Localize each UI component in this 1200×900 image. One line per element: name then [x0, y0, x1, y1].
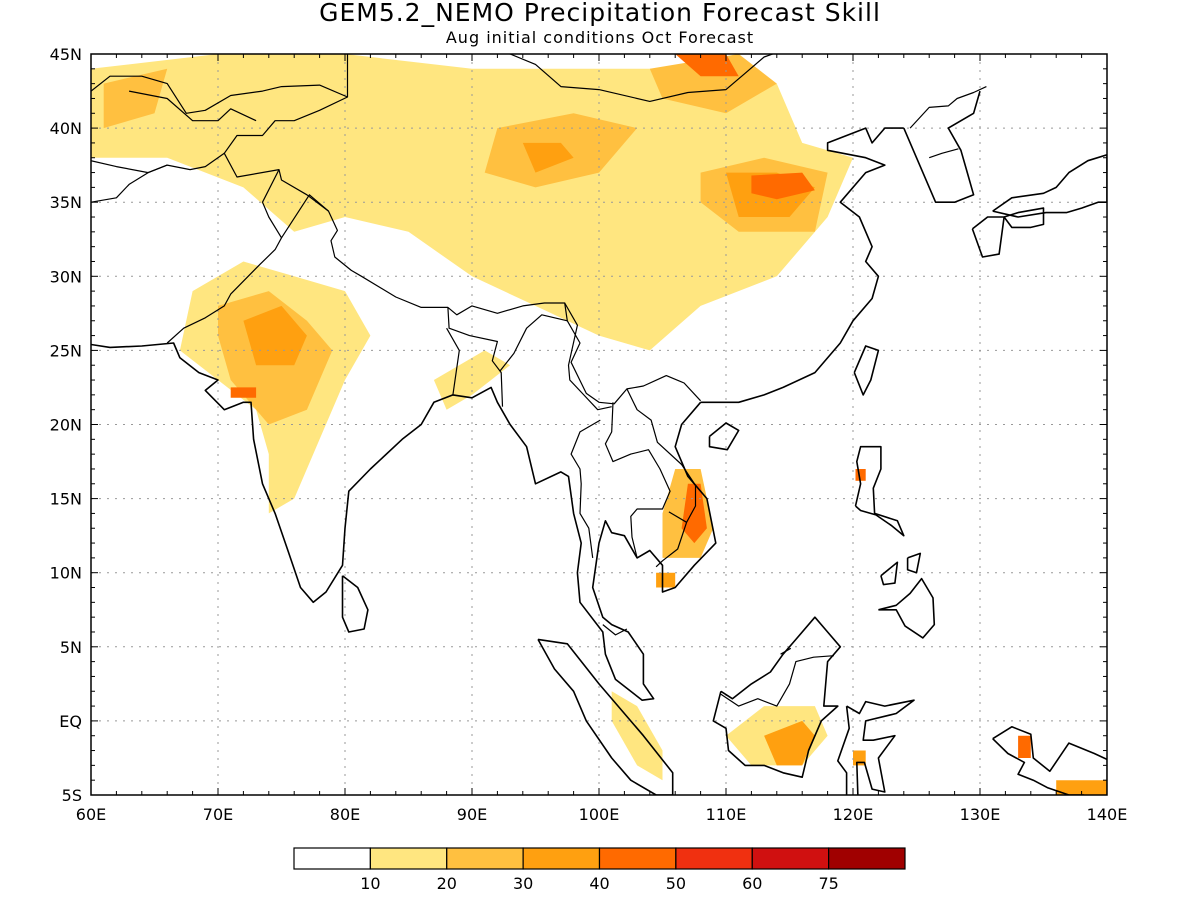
- skill-region-6: [649, 54, 777, 114]
- lat-label: 40N: [50, 119, 82, 138]
- lat-label: 10N: [50, 564, 82, 583]
- coastline-2: [91, 342, 717, 701]
- border-6: [347, 54, 350, 55]
- colorbar-label: 75: [818, 874, 838, 893]
- chart-title: GEM5.2_NEMO Precipitation Forecast Skill: [319, 0, 881, 27]
- skill-region-15: [764, 720, 815, 766]
- colorbar-label: 60: [742, 874, 762, 893]
- skill-region-18: [230, 387, 257, 398]
- border-1: [166, 169, 283, 344]
- skill-region-2: [103, 68, 168, 129]
- lon-label: 140E: [1087, 805, 1128, 824]
- coastline-9: [878, 577, 936, 639]
- coastline-0: [700, 127, 904, 404]
- border-2: [223, 54, 349, 154]
- coastline-12: [992, 738, 1085, 795]
- border-0: [91, 152, 702, 405]
- colorbar-label: 50: [666, 874, 686, 893]
- coastline-13: [853, 345, 880, 396]
- lat-label: 25N: [50, 341, 82, 360]
- border-15: [570, 419, 601, 558]
- colorbar-swatch: [598, 847, 677, 870]
- skill-region-21: [1056, 780, 1107, 795]
- coastline-4: [537, 638, 674, 795]
- border-19: [602, 624, 628, 636]
- longitude-labels: 60E 70E 80E 90E 100E 110E 120E 130E 140E: [76, 805, 1128, 824]
- colorbar: 10 20 30 40 50 60 75: [293, 847, 906, 893]
- colorbar-swatch: [369, 847, 448, 870]
- lat-label: 15N: [50, 490, 82, 509]
- country-borders: [91, 0, 1107, 795]
- lon-label: 110E: [706, 805, 747, 824]
- lon-label: 70E: [203, 805, 233, 824]
- border-10: [929, 148, 959, 159]
- skill-region-10: [751, 172, 815, 200]
- coastline-7: [880, 561, 899, 586]
- coastline-1: [903, 90, 981, 203]
- colorbar-label: 20: [437, 874, 457, 893]
- coastline-14: [708, 422, 740, 451]
- border-12: [446, 327, 460, 395]
- border-8: [847, 0, 917, 24]
- colorbar-swatch: [828, 847, 906, 870]
- lat-label: 45N: [50, 45, 82, 64]
- lon-label: 130E: [960, 805, 1001, 824]
- coastline-11: [992, 726, 1107, 773]
- axis-ticks: [90, 53, 1108, 796]
- lat-label: 35N: [50, 193, 82, 212]
- colorbar-swatch: [751, 847, 830, 870]
- border-11: [447, 307, 504, 407]
- lon-label: 90E: [457, 805, 487, 824]
- border-3: [91, 75, 348, 114]
- border-7: [507, 54, 775, 102]
- skill-region-0: [91, 54, 853, 351]
- coastline-3: [341, 575, 369, 633]
- border-14: [564, 302, 612, 411]
- border-23: [280, 194, 329, 239]
- coastline-6: [854, 445, 905, 537]
- border-13: [499, 314, 568, 372]
- skill-region-20: [1018, 735, 1031, 758]
- colorbar-label: 30: [513, 874, 533, 893]
- grid-lines: [91, 54, 1107, 795]
- lon-label: 60E: [76, 805, 106, 824]
- skill-region-9: [522, 142, 574, 173]
- border-17: [626, 388, 697, 568]
- colorbar-swatch: [293, 847, 371, 870]
- lat-label: 30N: [50, 267, 82, 286]
- colorbar-swatch: [446, 847, 524, 870]
- coastline-17: [992, 154, 1107, 218]
- lon-label: 120E: [833, 805, 874, 824]
- border-9: [909, 86, 987, 129]
- border-20: [720, 655, 834, 707]
- skill-region-11: [675, 54, 739, 77]
- coastline-15: [971, 216, 1005, 258]
- skill-region-19: [855, 469, 866, 481]
- skill-shading-layer: [91, 54, 1107, 795]
- border-16: [604, 402, 671, 559]
- border-21: [780, 647, 792, 655]
- coastline-5: [712, 616, 842, 778]
- coastlines: [91, 90, 1107, 795]
- colorbar-swatch: [675, 847, 753, 870]
- lon-label: 100E: [579, 805, 620, 824]
- lat-label: 5S: [62, 786, 82, 805]
- coastline-16: [1003, 207, 1045, 229]
- latitude-labels: 5S EQ 5N 10N 15N 20N 25N 30N 35N 40N 45N: [50, 45, 82, 805]
- lon-label: 80E: [330, 805, 360, 824]
- lat-label: EQ: [59, 712, 82, 731]
- lat-label: 20N: [50, 416, 82, 435]
- colorbar-label: 10: [360, 874, 380, 893]
- coastline-10: [837, 699, 915, 795]
- border-5: [128, 90, 257, 122]
- border-4: [91, 160, 168, 174]
- coastline-8: [906, 552, 922, 574]
- colorbar-swatch: [522, 847, 601, 870]
- skill-region-22: [656, 572, 676, 588]
- border-18: [668, 511, 687, 523]
- chart-subtitle: Aug initial conditions Oct Forecast: [445, 28, 755, 47]
- colorbar-label: 40: [589, 874, 609, 893]
- lat-label: 5N: [60, 638, 82, 657]
